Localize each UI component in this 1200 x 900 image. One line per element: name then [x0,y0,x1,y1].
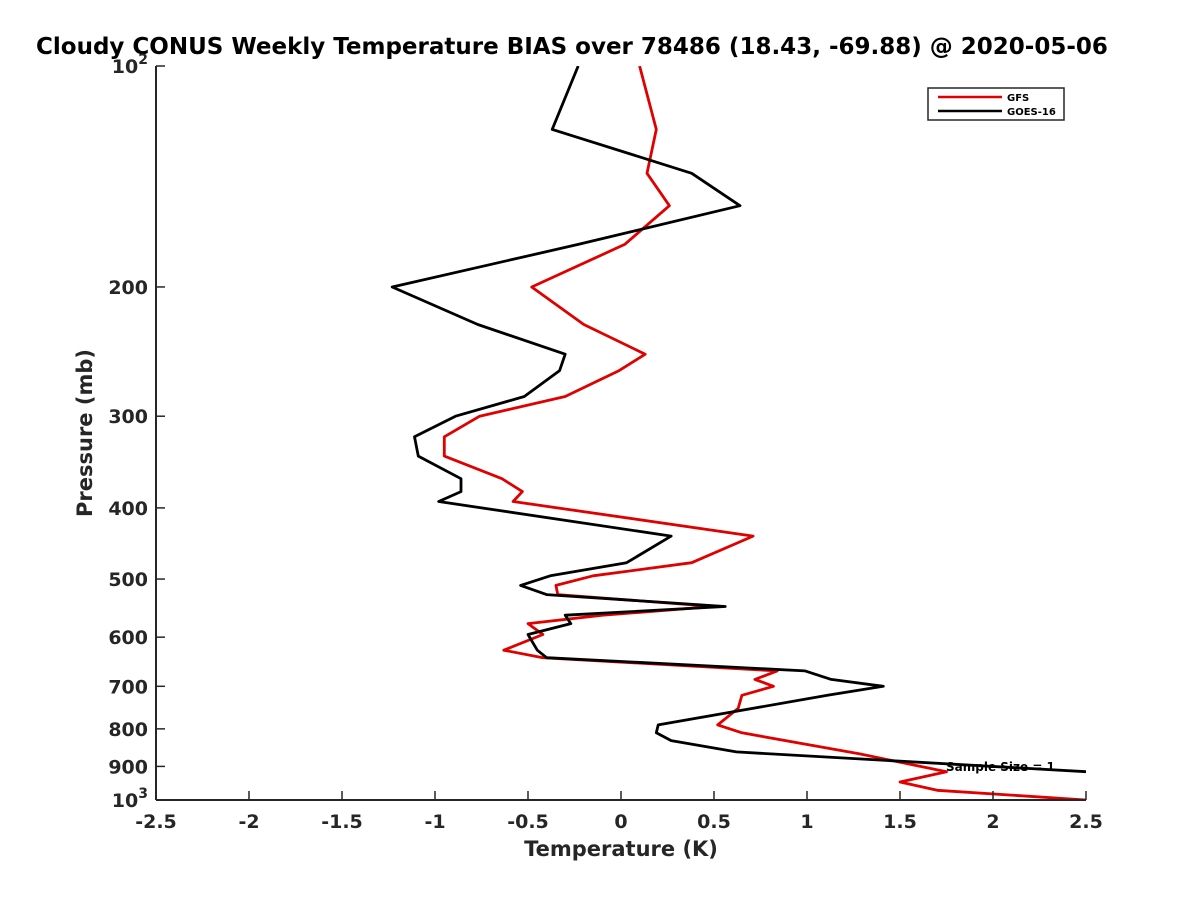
y-tick-label: 600 [108,627,148,649]
x-tick-label: -2 [238,811,259,833]
series-lines [390,66,1086,800]
y-tick-label: 102 [112,52,148,78]
x-axis-label: Temperature (K) [524,837,718,861]
x-tick-label: -1.5 [321,811,363,833]
sample-size-annotation: Sample Size = 1 [946,760,1055,774]
x-tick-label: 1.5 [883,811,917,833]
y-tick-label: 103 [112,786,148,812]
legend-box [927,87,1065,121]
x-ticks: -2.5 -2 -1.5 -1 -0.5 0 0.5 1 1.5 2 2.5 [135,791,1103,833]
series-line-goes-16 [390,66,1086,774]
y-tick-label: 700 [108,676,148,698]
y-tick-label: 200 [108,277,148,299]
y-ticks: 102 200 300 400 500 600 700 800 900 103 [108,52,165,812]
y-tick-label: 800 [108,719,148,741]
legend-label-gfs: GFS [1007,93,1029,104]
x-tick-label: 2 [986,811,999,833]
x-tick-label: 2.5 [1069,811,1103,833]
y-tick-label: 900 [108,756,148,778]
y-axis-label: Pressure (mb) [73,349,97,517]
x-tick-label: 1 [800,811,813,833]
x-tick-label: 0 [614,811,627,833]
series-line-gfs [442,66,1086,800]
x-tick-label: -0.5 [507,811,549,833]
y-tick-label: 300 [108,406,148,428]
chart-title: Cloudy CONUS Weekly Temperature BIAS ove… [36,34,1108,60]
y-tick-label: 500 [108,569,148,591]
axes [155,66,1086,801]
legend-label-goes-16: GOES-16 [1007,107,1056,118]
x-tick-label: -1 [424,811,445,833]
chart-legend: GFS GOES-16 [927,87,1065,121]
y-tick-label: 400 [108,498,148,520]
x-tick-label: 0.5 [697,811,731,833]
x-tick-label: -2.5 [135,811,177,833]
